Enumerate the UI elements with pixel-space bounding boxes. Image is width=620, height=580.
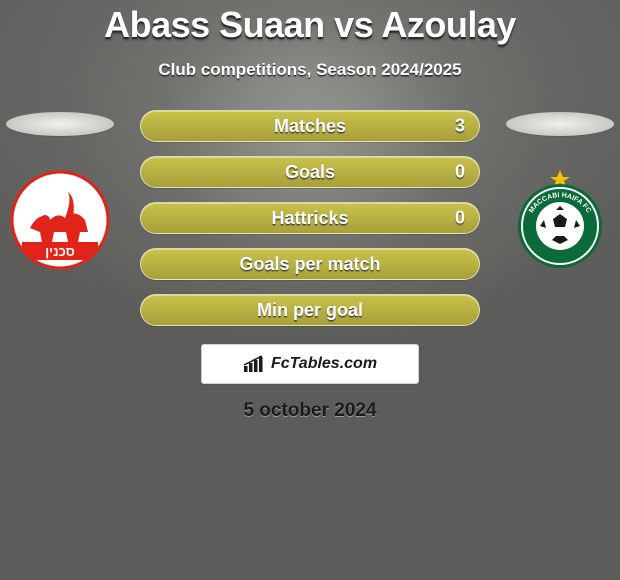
stat-bars: Matches 3 Goals 0 Hattricks 0 Goals per … [140, 110, 480, 340]
main-row: סכנין Matches 3 Goals 0 Hattricks 0 Goal… [0, 110, 620, 450]
stat-label: Goals [285, 162, 335, 183]
stat-label: Hattricks [271, 208, 348, 229]
subtitle: Club competitions, Season 2024/2025 [0, 60, 620, 80]
stat-label: Matches [274, 116, 346, 137]
stat-bar: Goals per match [140, 248, 480, 280]
stat-bar: Matches 3 [140, 110, 480, 142]
stat-bar: Min per goal [140, 294, 480, 326]
page-title: Abass Suaan vs Azoulay [0, 4, 620, 46]
stat-value: 0 [455, 208, 465, 229]
badge-left: סכנין [10, 170, 110, 270]
content: Abass Suaan vs Azoulay Club competitions… [0, 0, 620, 450]
svg-text:סכנין: סכנין [45, 244, 75, 259]
watermark: FcTables.com [201, 344, 419, 384]
stand-right [506, 112, 614, 136]
stat-label: Min per goal [257, 300, 363, 321]
stat-bar: Goals 0 [140, 156, 480, 188]
stat-value: 3 [455, 116, 465, 137]
date: 5 october 2024 [243, 400, 376, 422]
badge-right: MACCABI HAIFA FC [510, 170, 610, 270]
chart-icon [243, 355, 265, 373]
player-right: MACCABI HAIFA FC [500, 110, 620, 390]
player-left: סכנין [0, 110, 120, 390]
stand-left [6, 112, 114, 136]
watermark-text: FcTables.com [271, 355, 377, 373]
stat-value: 0 [455, 162, 465, 183]
stat-label: Goals per match [239, 254, 380, 275]
stat-bar: Hattricks 0 [140, 202, 480, 234]
